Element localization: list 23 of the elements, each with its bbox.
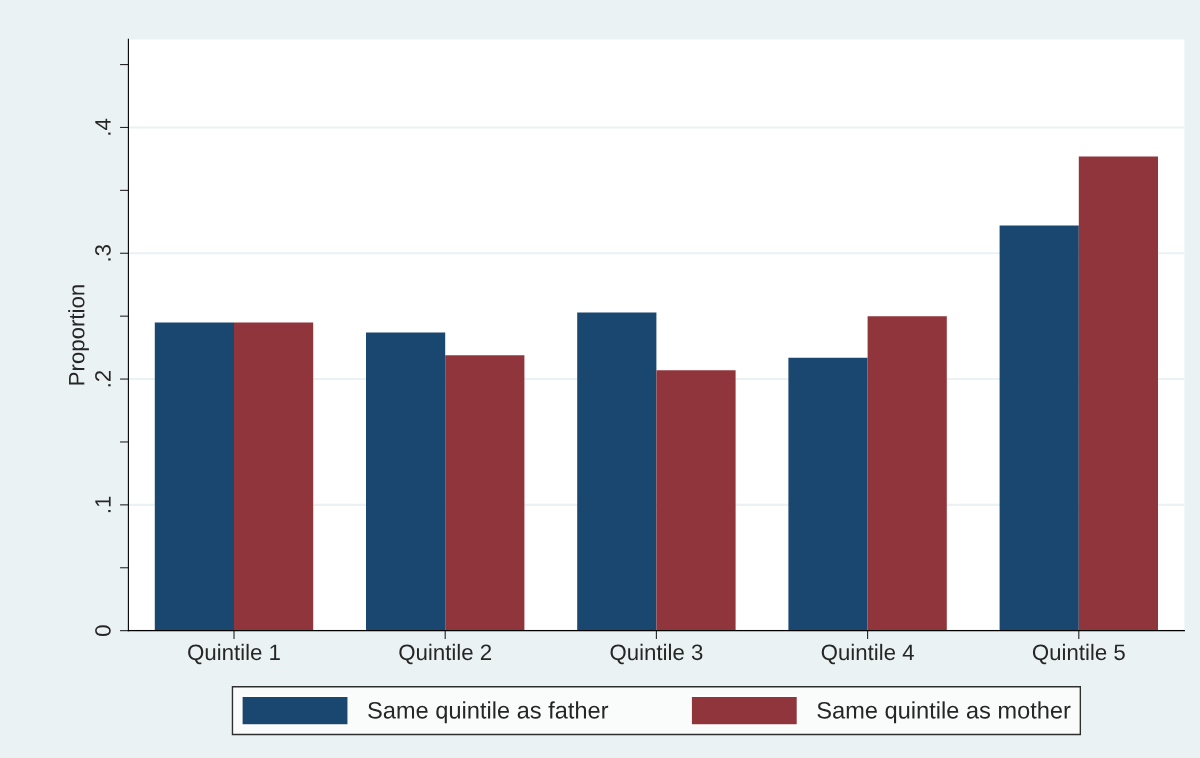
y-tick-label: .4 — [95, 118, 111, 135]
bar — [1078, 156, 1158, 631]
y-tick-label: 0 — [95, 625, 111, 636]
x-tick-label: Quintile 2 — [399, 643, 492, 665]
bar — [999, 225, 1079, 631]
x-tick-label: Quintile 3 — [610, 643, 703, 665]
bar — [656, 370, 736, 631]
bar — [867, 316, 947, 631]
x-tick-label: Quintile 4 — [821, 643, 914, 665]
bar — [234, 322, 314, 631]
bar — [445, 355, 525, 631]
legend-label: Same quintile as father — [368, 701, 609, 724]
y-tick-label: .2 — [95, 370, 111, 387]
x-tick-label: Quintile 1 — [188, 643, 280, 665]
bar — [788, 357, 868, 631]
legend-label: Same quintile as mother — [817, 701, 1071, 724]
bar — [577, 312, 657, 631]
x-tick-label: Quintile 5 — [1032, 643, 1125, 665]
bar — [366, 332, 446, 631]
y-axis-title: Proportion — [68, 285, 89, 385]
y-tick-label: .3 — [95, 244, 111, 261]
y-tick-label: .1 — [95, 496, 111, 513]
bar — [154, 322, 234, 631]
